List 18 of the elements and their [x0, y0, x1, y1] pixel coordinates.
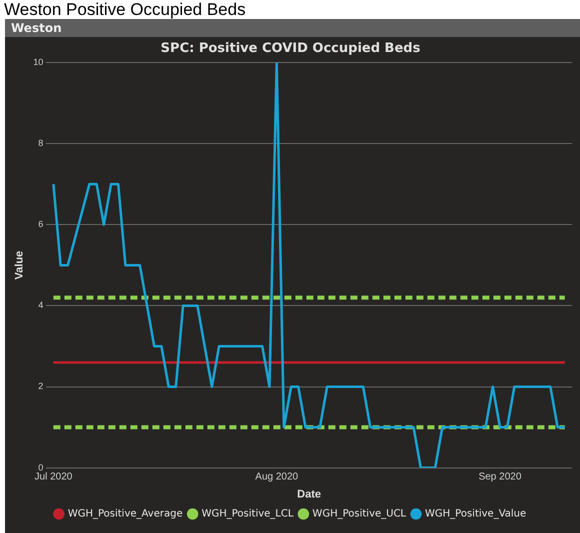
legend-label: WGH_Positive_Value [425, 508, 526, 520]
text: Weston Positive Occupied Beds [3, 0, 247, 19]
y-tick-label: 8 [38, 138, 44, 148]
x-tick-label: Jul 2020 [34, 472, 73, 483]
legend-label: WGH_Positive_UCL [312, 508, 406, 520]
x-tick-label: Sep 2020 [478, 472, 522, 483]
chart-subtitle: Weston [5, 19, 580, 37]
y-tick-label: 10 [33, 57, 44, 68]
legend-label: WGH_Positive_LCL [202, 508, 294, 520]
chart-title: SPC: Positive COVID Occupied Beds [160, 41, 421, 56]
y-tick-label: 0 [38, 462, 44, 472]
legend-label: WGH_Positive_Average [68, 508, 183, 520]
y-tick-label: 4 [38, 300, 44, 310]
y-tick-label: 6 [38, 219, 44, 230]
x-axis-title: Date [297, 488, 322, 500]
y-tick-label: 2 [38, 381, 44, 392]
y-axis-title: Value [14, 250, 26, 280]
x-tick-label: Aug 2020 [255, 472, 299, 483]
